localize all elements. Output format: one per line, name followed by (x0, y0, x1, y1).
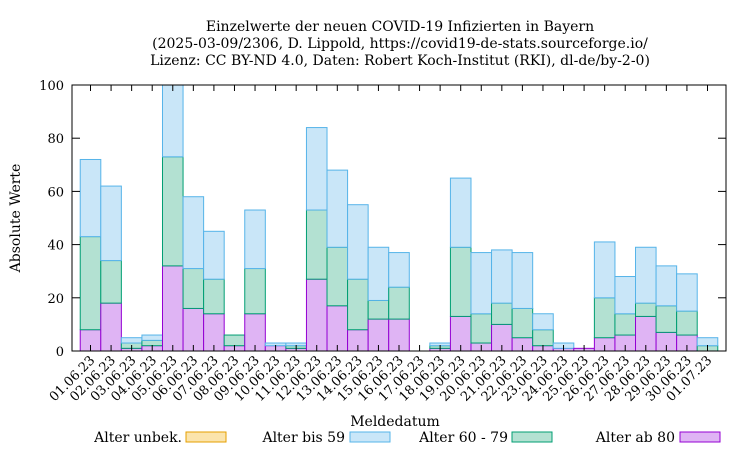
bar-s2-4 (161, 84, 184, 158)
bar-s0-4 (161, 265, 184, 352)
bar-s2-11 (305, 127, 328, 211)
bar-s2-22 (532, 313, 554, 331)
bar-s1-29 (676, 310, 698, 336)
bar-s2-2 (120, 337, 143, 344)
bar-s2-29 (676, 273, 698, 312)
y-tick-label-4: 80 (47, 132, 64, 147)
bar-s2-25 (593, 241, 616, 299)
bar-s1-25 (593, 297, 616, 339)
bar-s1-20 (491, 302, 513, 325)
y-tick-label-0: 0 (56, 345, 64, 360)
bar-s1-11 (305, 209, 328, 280)
bars (79, 84, 719, 352)
bar-s1-5 (182, 268, 205, 309)
legend-label-0: Alter unbek. (93, 430, 182, 446)
bar-s2-5 (182, 196, 205, 270)
y-tick-label-5: 100 (39, 79, 64, 94)
bar-s1-6 (203, 278, 225, 315)
bar-s1-1 (100, 260, 122, 304)
bar-s0-12 (326, 305, 349, 352)
bar-s0-5 (182, 307, 205, 352)
legend-swatch-3 (679, 431, 721, 443)
bar-s2-12 (326, 169, 349, 248)
bar-s2-15 (388, 252, 410, 288)
y-tick-label-1: 20 (47, 292, 64, 307)
bar-s1-13 (347, 278, 369, 331)
bar-s1-4 (161, 156, 184, 267)
bar-s1-7 (223, 334, 246, 347)
y-tick-label-3: 60 (47, 185, 64, 200)
chart-title: Einzelwerte der neuen COVID-19 Infiziert… (150, 19, 650, 69)
bar-s2-14 (367, 246, 390, 301)
bar-s0-11 (305, 278, 328, 352)
chart-title-line-1: Einzelwerte der neuen COVID-19 Infiziert… (206, 19, 594, 35)
bar-s1-19 (470, 313, 493, 344)
bar-s1-21 (511, 307, 534, 339)
legend-swatch-2 (511, 431, 553, 443)
bar-s1-28 (655, 305, 678, 333)
bar-s2-13 (347, 204, 369, 280)
bar-s2-21 (511, 252, 534, 309)
bar-s1-27 (635, 302, 657, 317)
chart-title-line-3: Lizenz: CC BY-ND 4.0, Daten: Robert Koch… (150, 53, 650, 69)
bar-s2-6 (203, 230, 225, 280)
bar-s2-26 (614, 276, 637, 315)
bar-s0-1 (100, 302, 122, 352)
bar-s1-22 (532, 329, 554, 347)
bar-s2-1 (100, 185, 122, 262)
y-axis-label: Absolute Werte (8, 164, 24, 274)
bar-s2-18 (449, 177, 472, 248)
legend-label-3: Alter ab 80 (595, 430, 675, 446)
chart-title-line-2: (2025-03-09/2306, D. Lippold, https://co… (152, 36, 648, 52)
legend-label-1: Alter bis 59 (261, 430, 345, 446)
bar-s2-19 (470, 252, 493, 315)
bar-s2-20 (491, 249, 513, 304)
bar-s1-18 (449, 246, 472, 317)
bar-s1-15 (388, 286, 410, 320)
legend-label-2: Alter 60 - 79 (418, 430, 508, 446)
bar-s1-3 (141, 339, 163, 347)
bar-s2-28 (655, 265, 678, 307)
bar-s1-26 (614, 313, 637, 336)
y-axis-ticks: 0 20 40 60 80 100 (39, 79, 726, 360)
y-tick-label-2: 40 (47, 239, 64, 254)
bar-s1-12 (326, 246, 349, 307)
x-axis-label: Meldedatum (350, 414, 440, 430)
plot-frame (71, 84, 727, 352)
bar-s2-27 (635, 246, 657, 304)
bar-s1-14 (367, 299, 390, 320)
bar-s1-8 (244, 268, 266, 315)
bar-s2-30 (696, 337, 719, 347)
legend-swatch-1 (349, 431, 391, 443)
bar-s1-0 (79, 236, 102, 331)
legend-swatch-0 (185, 431, 227, 443)
bar-s2-0 (79, 158, 102, 238)
legend: Alter unbek. Alter bis 59 Alter 60 - 79 Alt… (93, 430, 721, 446)
bar-s2-3 (141, 334, 163, 341)
bar-s2-8 (244, 209, 266, 270)
